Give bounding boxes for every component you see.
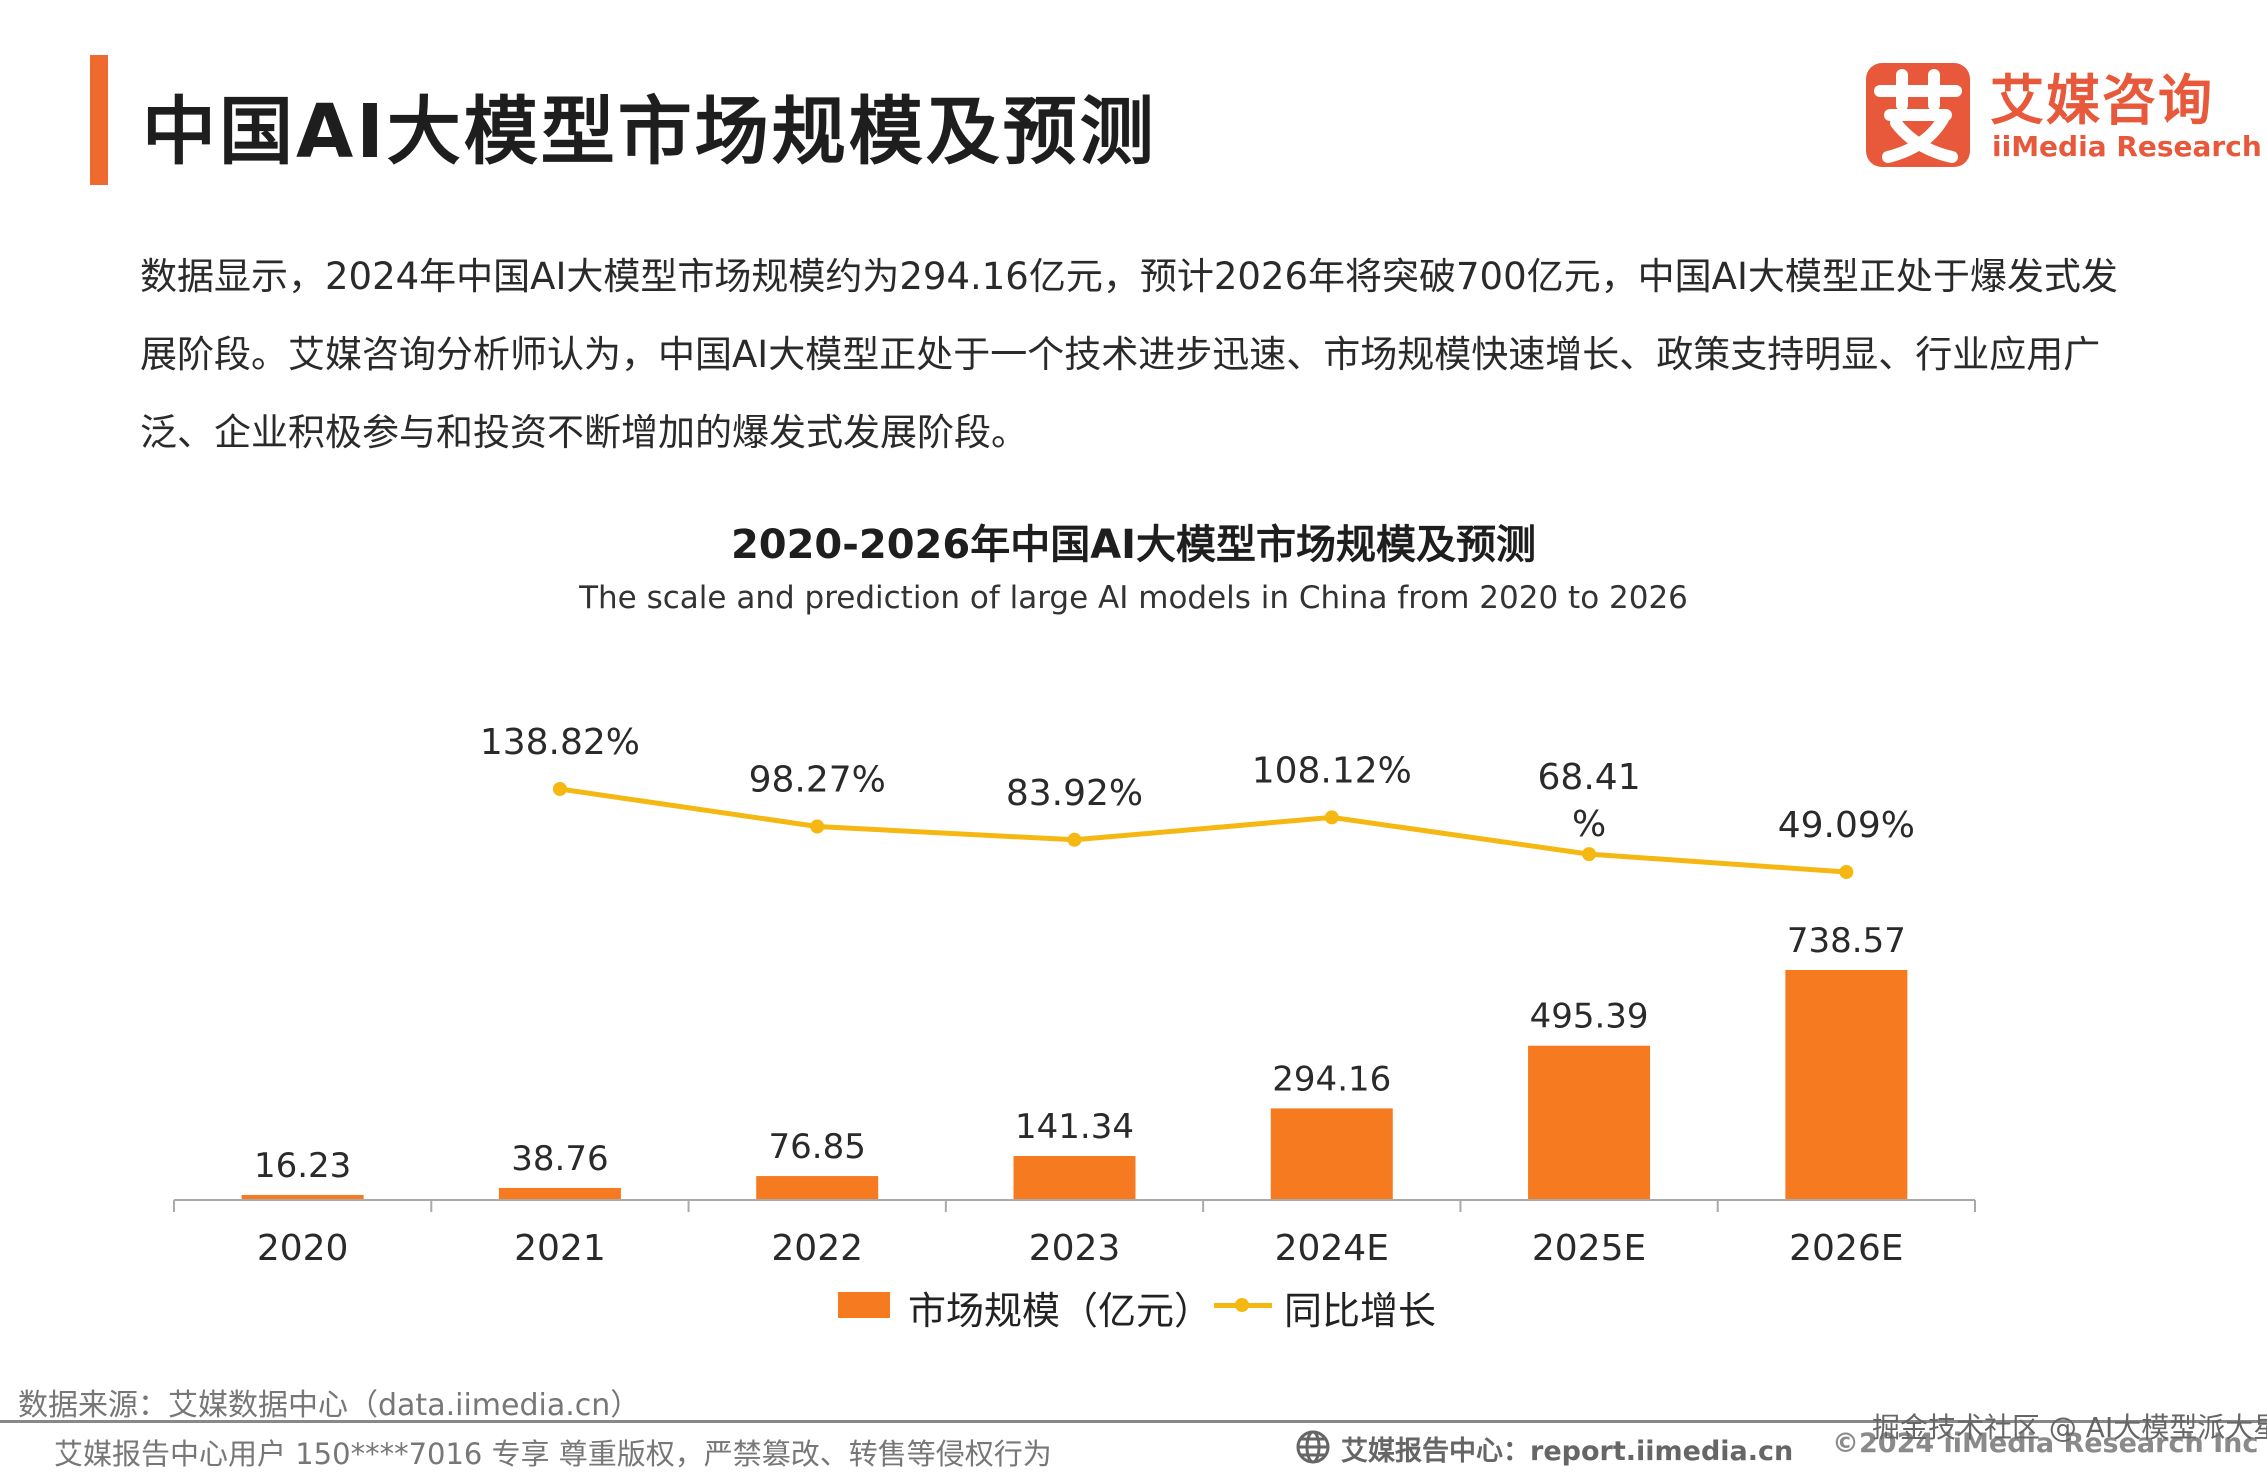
legend-line-dot: [1235, 1298, 1249, 1312]
growth-point-2024E: [1324, 810, 1339, 825]
logo-name-cn: 艾媒咨询: [1990, 69, 2214, 132]
growth-value-label: 98.27%: [749, 760, 886, 801]
user-copyright-notice: 艾媒报告中心用户 150****7016 专享 尊重版权，严禁篡改、转售等侵权行…: [54, 1437, 1052, 1471]
growth-value-label: 49.09%: [1778, 805, 1915, 846]
iimedia-logo: 艾媒咨询 iiMedia Research: [1866, 60, 2262, 170]
legend-bar-swatch: [838, 1292, 890, 1318]
bar-2020: [241, 1194, 364, 1200]
bar-value-label: 294.16: [1272, 1059, 1391, 1099]
bar-2025E: [1528, 1045, 1651, 1200]
growth-point-2026E: [1839, 865, 1854, 879]
growth-value-label: 68.41: [1538, 757, 1641, 798]
title-accent-bar: [90, 55, 108, 185]
watermark-text: 掘金技术社区 @ AI大模型派大星: [1872, 1411, 2267, 1444]
x-tick-label: 2021: [514, 1228, 606, 1269]
growth-value-label: 108.12%: [1252, 750, 1412, 791]
growth-point-2021: [552, 782, 567, 796]
globe-icon: [1296, 1430, 1330, 1464]
logo-name-en: iiMedia Research: [1992, 130, 2262, 163]
chart-legend: 市场规模（亿元） 同比增长: [838, 1276, 1538, 1334]
bar-value-label: 38.76: [511, 1139, 608, 1179]
x-tick-label: 2024E: [1275, 1228, 1389, 1269]
bar-2024E: [1270, 1108, 1393, 1200]
growth-point-2022: [810, 819, 825, 834]
report-center-label: 艾媒报告中心：report.iimedia.cn: [1341, 1436, 1794, 1467]
iimedia-logo-mark-icon: [1866, 63, 1970, 167]
bar-2023: [1013, 1155, 1136, 1200]
growth-point-2025E: [1582, 847, 1597, 862]
bar-value-label: 495.39: [1530, 997, 1649, 1037]
growth-value-label: %: [1572, 804, 1606, 845]
page-title: 中国AI大模型市场规模及预测: [142, 89, 1157, 175]
x-tick-label: 2020: [257, 1228, 349, 1269]
intro-paragraph: 数据显示，2024年中国AI大模型市场规模约为294.16亿元，预计2026年将…: [140, 255, 2118, 454]
bar-value-label: 141.34: [1015, 1107, 1134, 1147]
bar-2026E: [1785, 970, 1908, 1200]
x-tick-label: 2022: [771, 1228, 863, 1269]
data-source: 数据来源：艾媒数据中心（data.iimedia.cn）: [18, 1388, 641, 1423]
growth-value-label: 83.92%: [1006, 773, 1143, 814]
legend-label-market-size: 市场规模（亿元）: [908, 1289, 1213, 1333]
growth-line: [559, 786, 1847, 875]
bar-value-label: 76.85: [769, 1127, 866, 1167]
chart-title: 2020-2026年中国AI大模型市场规模及预测: [730, 522, 1537, 568]
footer-divider: [0, 1420, 2267, 1423]
x-tick-label: 2023: [1029, 1228, 1121, 1269]
x-tick-label: 2025E: [1532, 1228, 1646, 1269]
copyright-text: ©2024 iiMedia Research Inc: [1832, 1428, 2259, 1459]
bar-2021: [498, 1187, 621, 1200]
growth-point-2023: [1067, 832, 1082, 847]
growth-value-label: 138.82%: [480, 722, 640, 763]
chart-subtitle: The scale and prediction of large AI mod…: [579, 580, 1688, 616]
bar-value-label: 16.23: [254, 1146, 351, 1186]
bar-value-label: 738.57: [1787, 921, 1906, 961]
x-tick-label: 2026E: [1789, 1228, 1903, 1269]
legend-label-growth: 同比增长: [1284, 1289, 1437, 1333]
bar-2022: [756, 1176, 879, 1200]
